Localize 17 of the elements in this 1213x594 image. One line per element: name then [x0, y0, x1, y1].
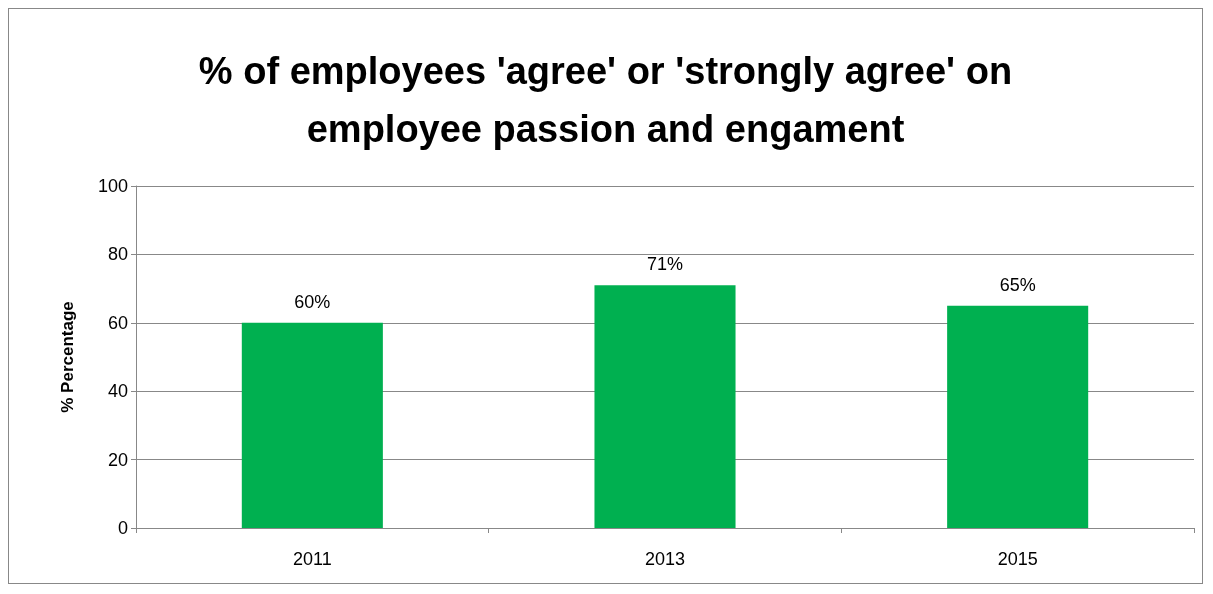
data-label: 71%	[646, 254, 684, 275]
chart-title: % of employees 'agree' or 'strongly agree' on employee passion and engament	[198, 50, 1013, 150]
y-tick-label: 40	[107, 381, 128, 402]
bar	[947, 305, 1089, 528]
data-label: 65%	[999, 274, 1036, 295]
data-label: 60%	[294, 291, 331, 312]
y-tick-label: 20	[107, 449, 128, 470]
x-tick-label: 2013	[644, 549, 686, 569]
y-tick-label: 100	[97, 176, 128, 196]
y-tick-label: 80	[107, 244, 128, 265]
y-axis-title: % Percentage	[58, 301, 77, 413]
x-tick-label: 2015	[997, 549, 1038, 569]
y-tick-label: 0	[117, 518, 128, 538]
y-tick-label: 60	[107, 312, 128, 333]
bar	[594, 285, 736, 528]
bar	[241, 322, 383, 528]
x-tick-label: 2011	[292, 549, 332, 569]
